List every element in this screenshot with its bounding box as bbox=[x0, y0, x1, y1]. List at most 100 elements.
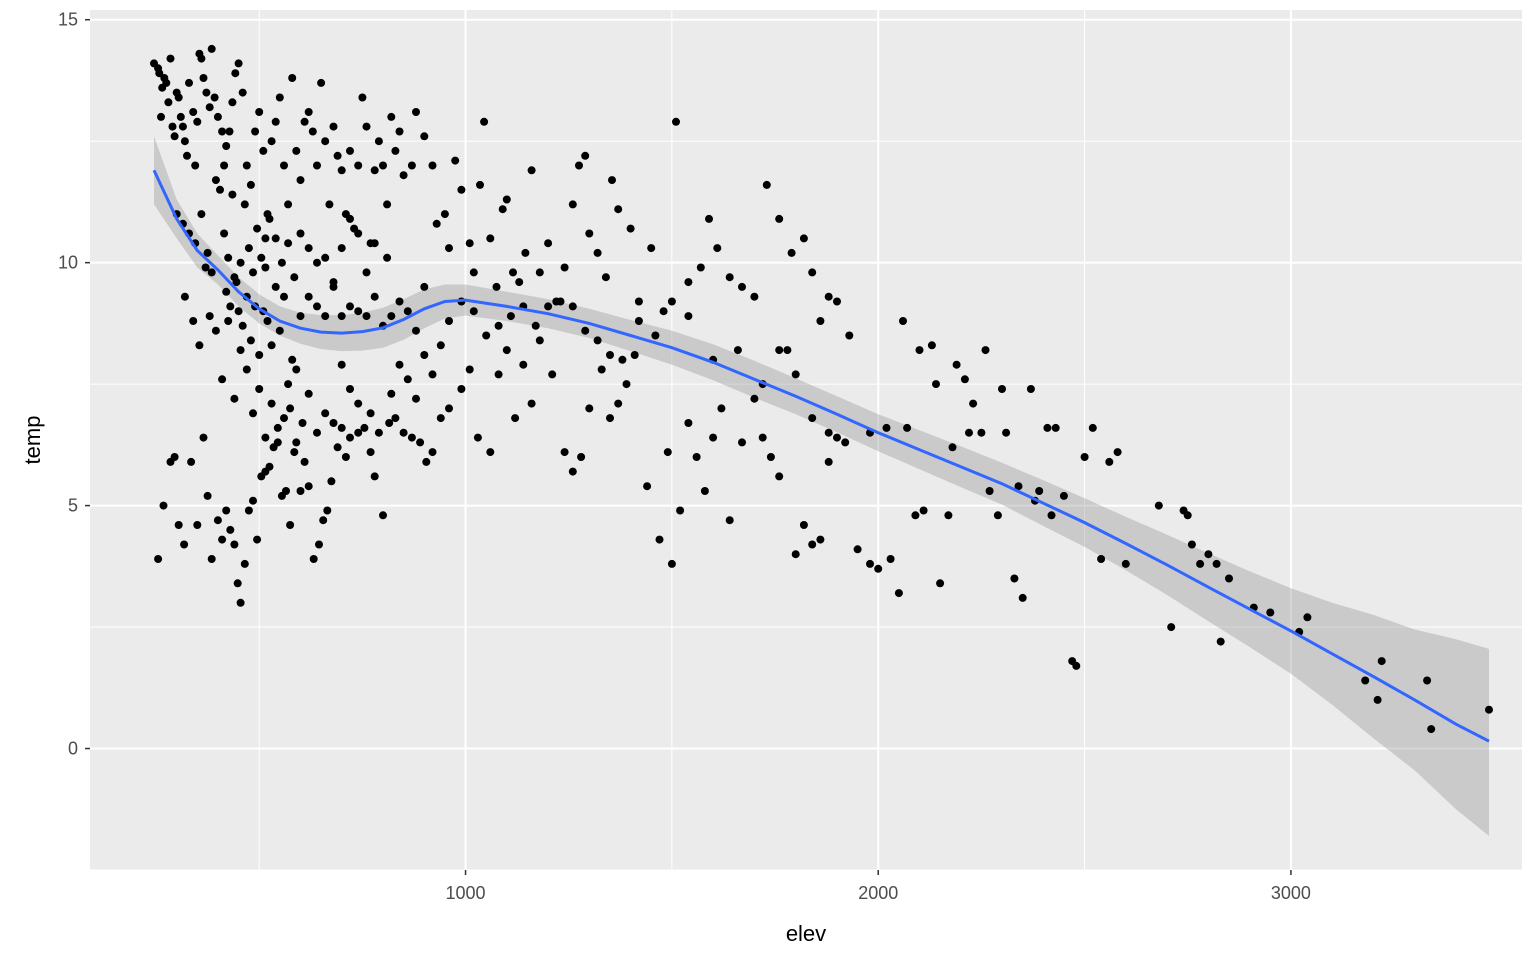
data-point bbox=[370, 472, 379, 481]
data-point bbox=[498, 205, 507, 214]
data-point bbox=[313, 428, 321, 437]
data-point bbox=[228, 98, 237, 107]
data-point bbox=[535, 268, 544, 277]
data-point bbox=[808, 268, 817, 277]
data-point bbox=[515, 278, 524, 287]
data-point bbox=[366, 448, 375, 457]
data-point bbox=[366, 409, 375, 418]
data-point bbox=[1105, 457, 1114, 466]
data-point bbox=[315, 540, 323, 549]
data-point bbox=[292, 146, 301, 155]
data-point bbox=[273, 438, 282, 447]
data-point bbox=[222, 287, 231, 296]
data-point bbox=[952, 360, 961, 369]
data-point bbox=[275, 326, 284, 335]
data-point bbox=[290, 273, 299, 282]
data-point bbox=[521, 248, 530, 257]
data-point bbox=[191, 161, 200, 170]
data-point bbox=[1423, 676, 1432, 685]
data-point bbox=[1373, 695, 1382, 704]
data-point bbox=[766, 453, 775, 461]
data-point bbox=[249, 496, 257, 505]
data-point bbox=[211, 326, 220, 335]
data-point bbox=[1266, 608, 1275, 617]
data-point bbox=[1059, 491, 1068, 500]
data-point bbox=[354, 428, 363, 437]
data-point bbox=[684, 419, 693, 427]
data-point bbox=[486, 234, 495, 243]
data-point bbox=[329, 419, 338, 427]
data-point bbox=[993, 511, 1002, 520]
data-point bbox=[969, 399, 978, 408]
data-point bbox=[174, 521, 183, 529]
x-axis-title: elev bbox=[786, 921, 826, 946]
data-point bbox=[684, 278, 693, 287]
data-point bbox=[1121, 559, 1130, 568]
data-point bbox=[428, 161, 437, 170]
data-point bbox=[280, 414, 288, 423]
data-point bbox=[383, 253, 392, 262]
data-point bbox=[226, 302, 235, 311]
data-point bbox=[213, 112, 222, 121]
data-point bbox=[451, 156, 460, 165]
data-point bbox=[234, 307, 243, 316]
data-point bbox=[622, 380, 631, 389]
data-point bbox=[663, 448, 672, 457]
data-point bbox=[482, 331, 491, 340]
data-point bbox=[296, 487, 305, 495]
data-point bbox=[568, 200, 577, 209]
data-point bbox=[606, 414, 614, 423]
data-point bbox=[321, 137, 330, 146]
data-point bbox=[370, 166, 379, 175]
data-point bbox=[544, 302, 553, 311]
data-point bbox=[713, 244, 722, 253]
data-point bbox=[985, 487, 994, 495]
data-point bbox=[965, 428, 973, 437]
data-point bbox=[1047, 511, 1056, 520]
data-point bbox=[205, 312, 214, 321]
data-point bbox=[1018, 593, 1027, 602]
data-point bbox=[273, 423, 282, 432]
data-point bbox=[321, 312, 330, 321]
data-point bbox=[457, 385, 466, 393]
data-point bbox=[614, 205, 623, 214]
data-point bbox=[362, 312, 371, 321]
data-point bbox=[436, 414, 445, 423]
data-point bbox=[391, 414, 400, 423]
data-point bbox=[494, 370, 503, 379]
data-point bbox=[265, 462, 274, 471]
data-point bbox=[544, 239, 553, 248]
data-point bbox=[399, 428, 408, 437]
data-point bbox=[750, 394, 759, 403]
data-point bbox=[236, 258, 245, 267]
data-point bbox=[321, 409, 330, 418]
data-point bbox=[733, 346, 742, 355]
data-point bbox=[1072, 661, 1081, 670]
data-point bbox=[180, 137, 189, 146]
data-point bbox=[267, 137, 276, 146]
data-point bbox=[358, 93, 367, 102]
data-point bbox=[238, 321, 247, 330]
data-point bbox=[717, 404, 726, 413]
data-point bbox=[407, 161, 416, 170]
data-point bbox=[894, 589, 903, 598]
data-point bbox=[193, 521, 202, 529]
data-point bbox=[313, 258, 321, 267]
data-point bbox=[323, 506, 332, 515]
data-point bbox=[420, 351, 429, 359]
data-point bbox=[502, 346, 511, 355]
data-point bbox=[486, 448, 495, 457]
data-point bbox=[911, 511, 920, 520]
data-point bbox=[290, 448, 299, 457]
data-point bbox=[170, 132, 179, 141]
data-point bbox=[240, 559, 249, 568]
data-point bbox=[296, 229, 305, 238]
data-point bbox=[286, 404, 295, 413]
data-point bbox=[1002, 428, 1011, 437]
data-point bbox=[197, 54, 206, 63]
data-point bbox=[560, 263, 569, 272]
data-point bbox=[216, 185, 224, 194]
data-point bbox=[618, 355, 627, 364]
data-point bbox=[927, 341, 936, 350]
data-point bbox=[244, 244, 253, 253]
